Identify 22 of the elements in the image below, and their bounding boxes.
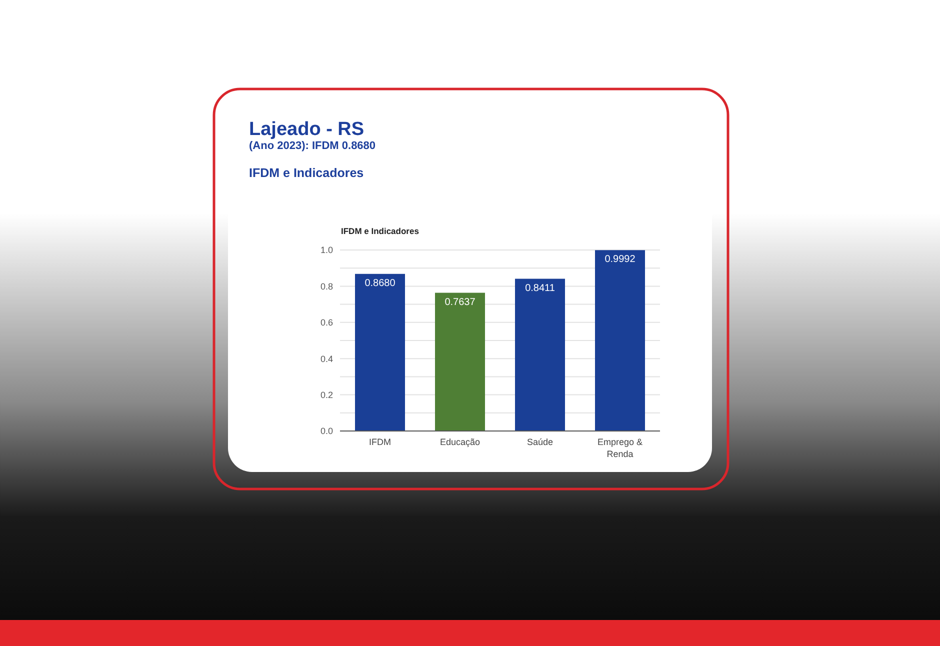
x-tick-label: Saúde	[526, 437, 554, 447]
y-tick-label: 0.2	[320, 390, 333, 400]
data-label: 0.8680	[364, 278, 396, 289]
chart-subtitle: (Ano 2023): IFDM 0.8680	[249, 140, 376, 152]
x-tick-label: IFDM	[369, 437, 391, 447]
y-tick-label: 0.8	[320, 281, 333, 292]
chart-title: Lajeado - RS	[249, 119, 364, 140]
bar	[595, 250, 645, 431]
data-label: 0.8411	[525, 282, 556, 294]
x-tick-label: Emprego & Renda	[597, 437, 643, 459]
y-tick-label: 0.4	[320, 354, 333, 364]
y-tick-label: 0.6	[320, 318, 333, 328]
text: IFDM e Indicadores	[341, 226, 420, 236]
bar	[435, 292, 485, 431]
data-label: 0.7637	[444, 296, 476, 308]
y-tick-label: 1.0	[320, 245, 333, 256]
bar	[355, 274, 405, 431]
data-label: 0.9992	[604, 254, 636, 266]
text: IFDM e Indicadores	[249, 166, 364, 180]
bar	[515, 278, 565, 431]
x-tick-label: Educação	[440, 437, 480, 447]
y-tick-label: 0.0	[320, 426, 333, 436]
